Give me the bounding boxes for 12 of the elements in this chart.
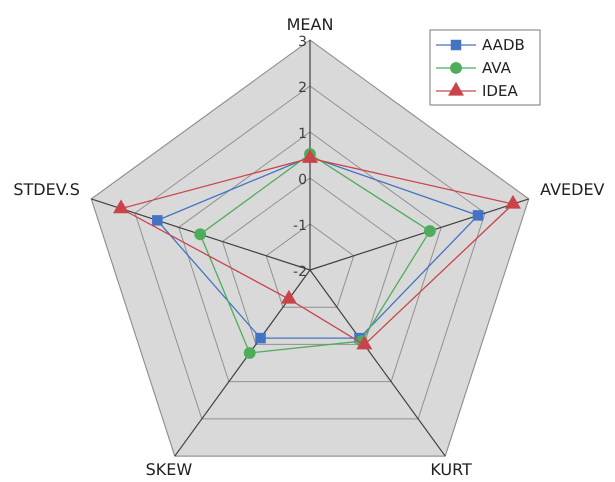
legend-label: AADB: [482, 36, 525, 54]
y-tick-label: -1: [293, 218, 307, 234]
spoke-label: KURT: [430, 460, 472, 480]
spoke-label: STDEV.S: [13, 180, 80, 199]
legend-label: IDEA: [482, 82, 518, 100]
y-tick-label: 0: [298, 172, 307, 188]
y-tick-label: 2: [298, 80, 307, 96]
legend-label: AVA: [482, 59, 512, 77]
y-tick-label: 1: [298, 126, 307, 142]
spoke-label: AVEDEV: [540, 180, 605, 199]
spoke-label: SKEW: [146, 460, 192, 480]
spoke-label: MEAN: [286, 15, 334, 34]
